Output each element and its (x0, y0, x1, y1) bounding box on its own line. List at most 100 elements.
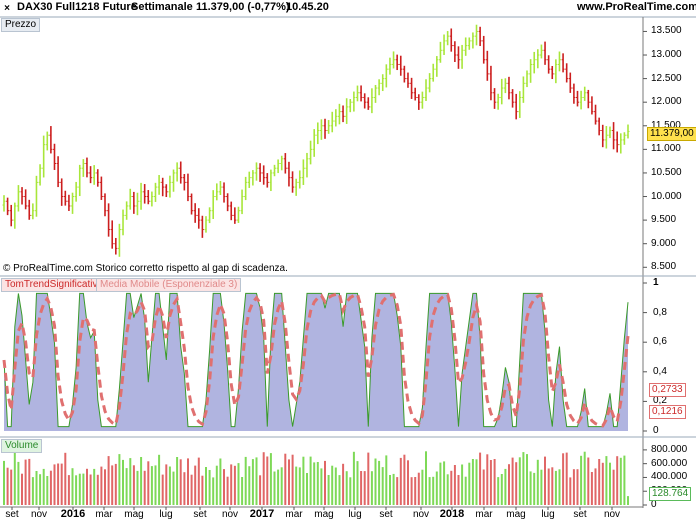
time-axis-month: mag (314, 509, 334, 520)
volume-bar (104, 469, 106, 505)
indicator-ema-line (2, 292, 630, 428)
history-note: © ProRealTime.com Storico corretto rispe… (3, 263, 288, 274)
indicator-value-tag: 0,2733 (649, 383, 686, 397)
volume-bar (291, 454, 294, 505)
volume-tick-label: 0 (651, 499, 657, 510)
volume-bar (583, 451, 586, 505)
volume-bar (410, 477, 413, 505)
volume-bar (187, 458, 189, 505)
volume-bar (154, 465, 157, 505)
volume-bar (226, 476, 229, 505)
volume-bar (327, 475, 330, 505)
volume-bar (443, 461, 446, 505)
volume-bar (309, 456, 312, 505)
volume-bar (172, 471, 175, 505)
volume-bar (46, 476, 49, 505)
volume-bar (140, 457, 143, 505)
price-axis-ticks (643, 30, 647, 268)
volume-bar (453, 465, 456, 505)
volume-bar (479, 452, 482, 505)
volume-bar (60, 463, 63, 505)
volume-bar (179, 459, 182, 505)
volume-bar (399, 457, 402, 505)
volume-bar (280, 467, 283, 505)
volume-bar (223, 469, 225, 505)
volume-bar (288, 459, 290, 505)
volume-bar (266, 456, 269, 505)
volume-bar (31, 477, 34, 505)
volume-bar (562, 453, 565, 505)
volume-value-tag: 128.764 (649, 487, 692, 501)
price-tick-label: 10.500 (651, 166, 682, 178)
price-tick-label: 9.500 (651, 214, 677, 226)
volume-bar (432, 476, 435, 505)
volume-bar (515, 462, 518, 505)
volume-bar (241, 477, 244, 505)
indicator-area (4, 293, 628, 431)
volume-bar (619, 457, 622, 505)
time-axis-month: set (573, 509, 587, 520)
volume-bar (500, 474, 503, 505)
indicator-tick-label: 1 (653, 277, 659, 288)
volume-bar (215, 465, 218, 505)
volume-bar (421, 469, 424, 505)
volume-bar (24, 459, 27, 505)
volume-bar (511, 457, 514, 505)
volume-bar (28, 458, 31, 505)
volume-bar (381, 467, 384, 505)
volume-bar (42, 468, 45, 505)
time-axis-month: set (379, 509, 393, 520)
brand-link[interactable]: www.ProRealTime.com (577, 1, 696, 13)
volume-bar (497, 477, 500, 505)
volume-bar (504, 468, 507, 505)
last-quote: 11.379,00 (-0,77%) (196, 1, 290, 13)
volume-bar (194, 465, 197, 505)
volume-bar (129, 458, 132, 505)
volume-bar (269, 453, 272, 505)
volume-bar (21, 473, 23, 505)
volume-bar (522, 452, 525, 505)
indicator-tick-label: 0,8 (653, 306, 667, 318)
volume-bar (3, 460, 5, 505)
volume-bar (334, 467, 337, 505)
volume-bar (540, 469, 543, 505)
volume-axis-ticks (643, 449, 647, 506)
volume-bar (598, 459, 601, 505)
price-panel-label[interactable]: Prezzo (1, 18, 41, 32)
volume-bar (450, 470, 453, 505)
volume-bar (587, 457, 590, 505)
time-axis-month: mag (506, 509, 526, 520)
volume-bar (298, 467, 301, 505)
indicator-label[interactable]: TomTrendSignificative (1, 278, 108, 292)
volume-bar (255, 457, 258, 505)
volume-tick-label: 800.000 (651, 443, 688, 455)
volume-bar (403, 454, 406, 505)
volume-bar (114, 463, 117, 505)
indicator-tick-label: 0,6 (653, 336, 667, 348)
ema-label[interactable]: Media Mobile (Esponenziale 3) (96, 278, 242, 292)
time-axis-month: mar (285, 509, 303, 520)
volume-bar (425, 451, 427, 505)
time-axis-month: mar (95, 509, 113, 520)
volume-label[interactable]: Volume (1, 439, 43, 453)
volume-bar (605, 456, 608, 505)
volume-bar (572, 469, 575, 505)
volume-bar (205, 467, 207, 505)
volume-bar (262, 452, 265, 505)
volume-bar (461, 464, 464, 505)
indicator-line (3, 292, 629, 428)
volume-bar (284, 453, 287, 505)
indicator-tick-label: 0 (653, 425, 659, 436)
volume-bar (13, 452, 16, 505)
volume-bar (201, 475, 204, 505)
volume-bar (208, 470, 211, 505)
volume-bar (508, 464, 510, 505)
time-axis-year: 2017 (249, 508, 275, 520)
volume-bar (417, 472, 420, 505)
close-icon[interactable]: × (4, 3, 10, 14)
volume-bar (536, 459, 539, 505)
price-tick-label: 11.500 (651, 119, 681, 131)
time-axis-month: nov (30, 509, 48, 520)
volume-bar (594, 468, 597, 505)
